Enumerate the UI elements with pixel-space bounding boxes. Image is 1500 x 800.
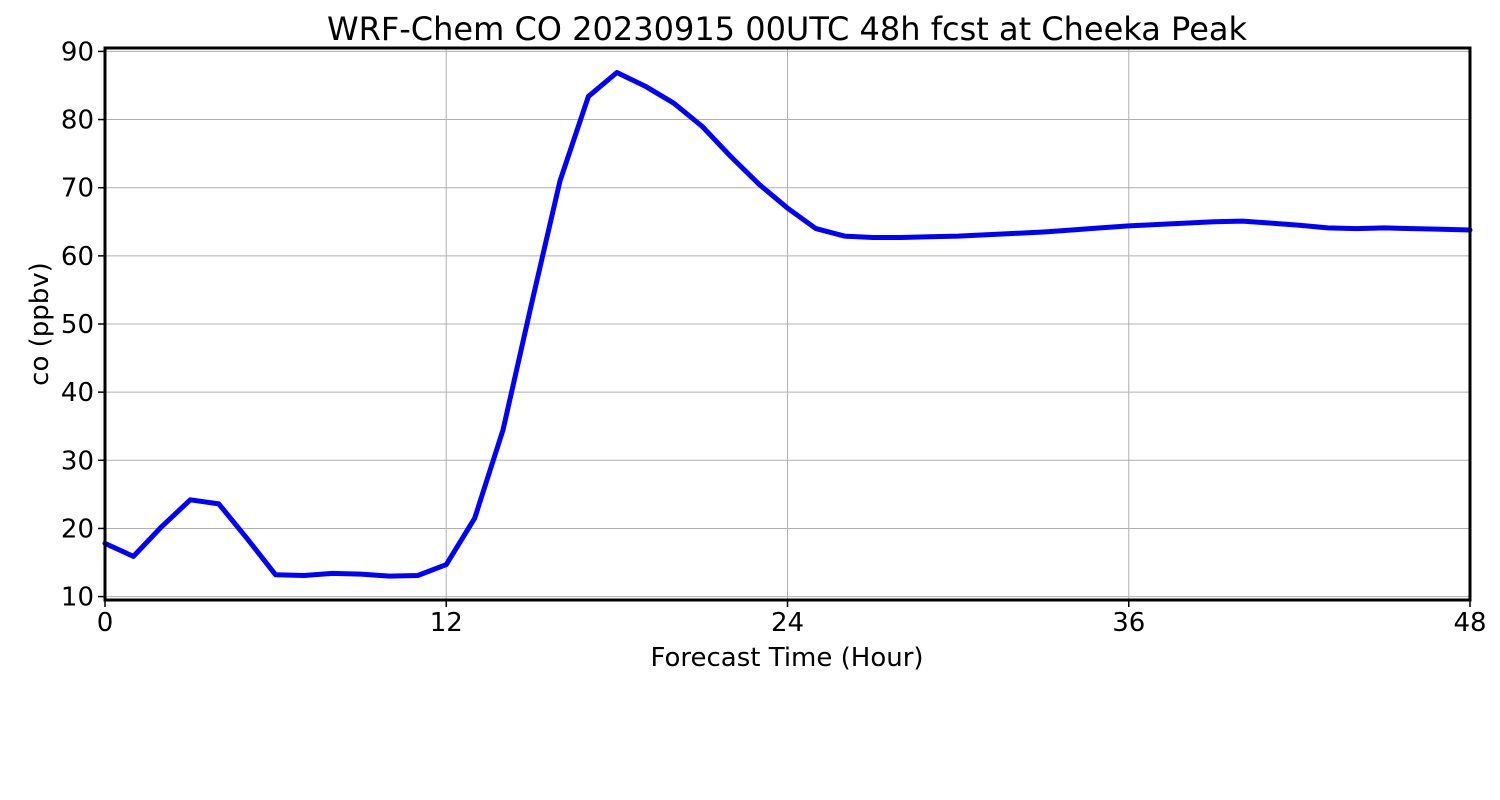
- y-tick-label: 20: [61, 514, 94, 544]
- x-axis: 0 12 24 36 48: [97, 600, 1487, 638]
- x-tick-label: 0: [97, 608, 114, 638]
- y-tick-label: 70: [61, 174, 94, 204]
- grid-lines: [105, 48, 1470, 600]
- y-tick-label: 80: [61, 106, 94, 136]
- x-tick-label: 24: [771, 608, 804, 638]
- series-layer: [102, 70, 1473, 579]
- y-tick-label: 60: [61, 242, 94, 272]
- y-tick-label: 90: [61, 37, 94, 67]
- series-line-co: [102, 70, 1473, 579]
- x-tick-label: 12: [430, 608, 463, 638]
- y-tick-label: 40: [61, 378, 94, 408]
- y-axis: 10 20 30 40 50 60 70 80 90: [61, 37, 105, 613]
- y-axis-label: co (ppbv): [25, 262, 55, 386]
- y-tick-label: 30: [61, 446, 94, 476]
- x-tick-label: 36: [1112, 608, 1145, 638]
- chart-title: WRF-Chem CO 20230915 00UTC 48h fcst at C…: [327, 10, 1248, 48]
- x-tick-label: 48: [1453, 608, 1486, 638]
- x-axis-label: Forecast Time (Hour): [650, 643, 923, 673]
- y-tick-label: 50: [61, 310, 94, 340]
- y-tick-label: 10: [61, 583, 94, 613]
